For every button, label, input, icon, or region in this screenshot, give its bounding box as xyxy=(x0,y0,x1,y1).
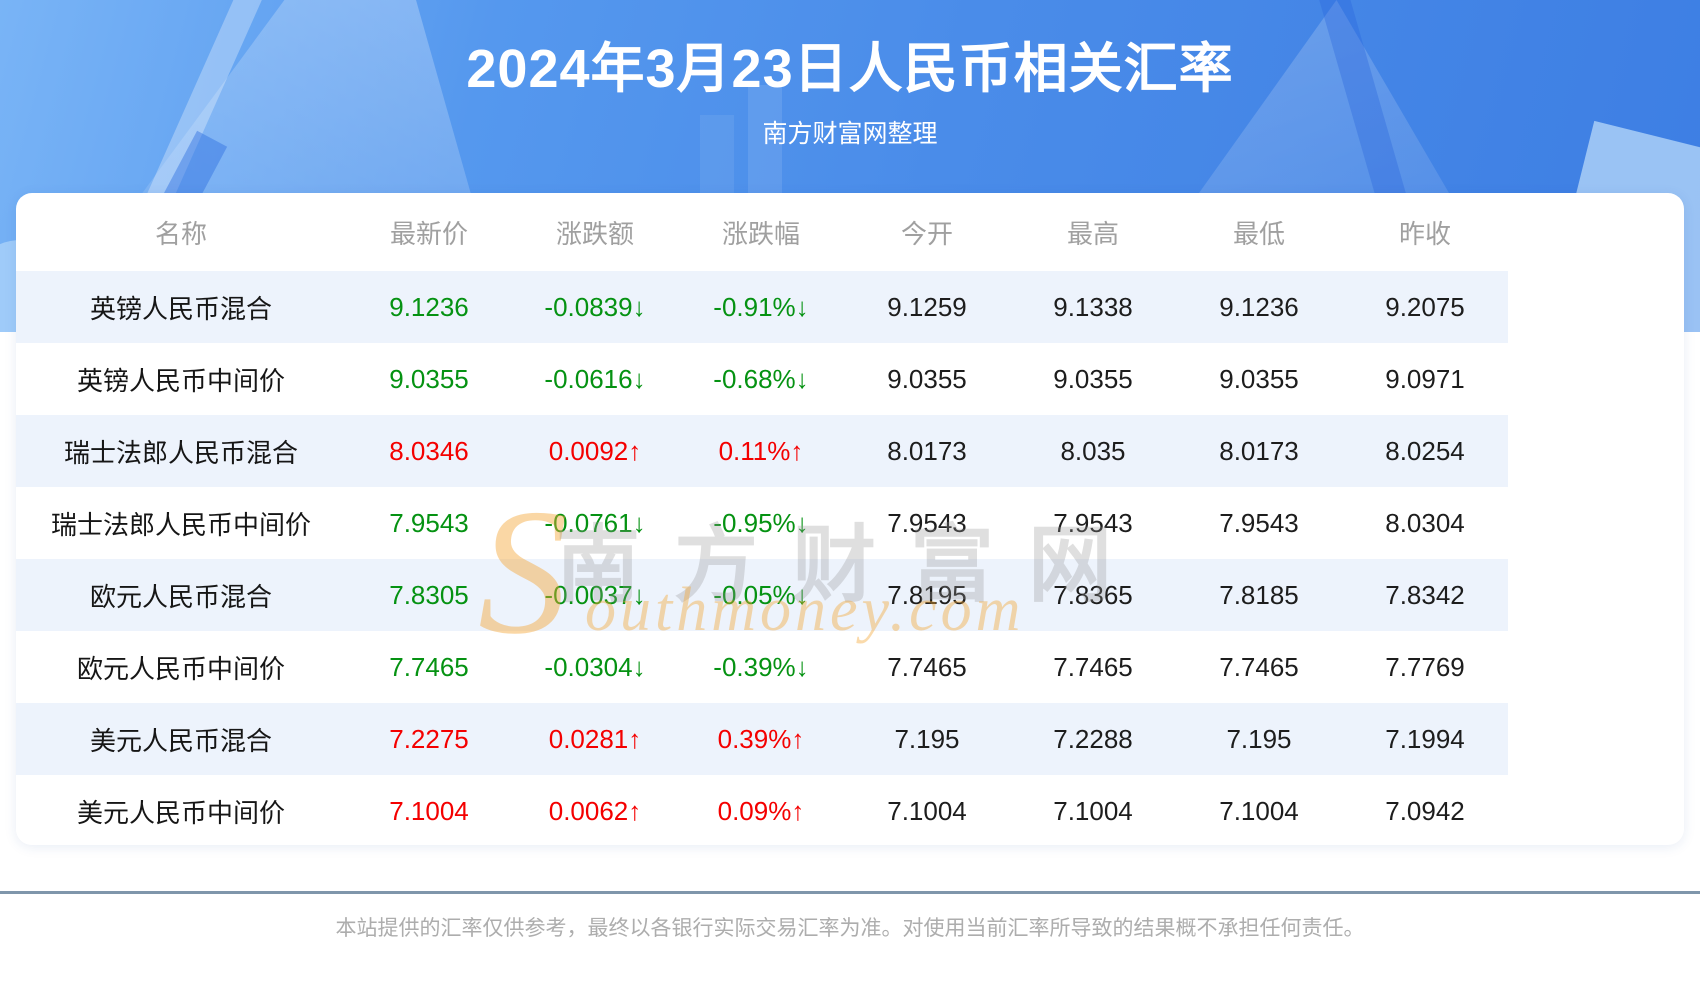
cell-low: 7.1004 xyxy=(1219,795,1299,826)
column-header: 涨跌幅 xyxy=(721,218,800,249)
table-row: 英镑人民币混合 9.1236 -0.0839↓ -0.91%↓ 9.1259 9… xyxy=(16,271,1508,343)
cell-change-amount: 0.0092↑ xyxy=(548,435,642,466)
cell-low: 9.0355 xyxy=(1219,363,1299,394)
page-title: 2024年3月23日人民币相关汇率 xyxy=(466,39,1234,99)
cell-high: 9.1338 xyxy=(1053,291,1133,322)
cell-change-amount: -0.0616↓ xyxy=(544,363,646,394)
cell-high: 9.0355 xyxy=(1053,363,1133,394)
page-subtitle: 南方财富网整理 xyxy=(762,120,938,148)
column-header: 涨跌额 xyxy=(555,218,634,249)
column-header: 最新价 xyxy=(389,218,468,249)
table-row: 瑞士法郎人民币中间价 7.9543 -0.0761↓ -0.95%↓ 7.954… xyxy=(16,487,1508,559)
cell-latest-price: 7.7465 xyxy=(389,651,469,682)
cell-currency-name: 英镑人民币中间价 xyxy=(76,365,285,396)
cell-low: 7.8185 xyxy=(1219,579,1299,610)
cell-currency-name: 欧元人民币混合 xyxy=(89,581,272,612)
column-header: 昨收 xyxy=(1398,218,1451,249)
cell-prev-close: 8.0254 xyxy=(1385,435,1465,466)
cell-low: 7.195 xyxy=(1226,723,1292,754)
footer-divider xyxy=(0,891,1700,894)
cell-change-amount: -0.0839↓ xyxy=(544,291,646,322)
cell-low: 7.7465 xyxy=(1219,651,1299,682)
table-row: 欧元人民币中间价 7.7465 -0.0304↓ -0.39%↓ 7.7465 … xyxy=(16,631,1508,703)
column-header: 最高 xyxy=(1066,218,1119,249)
table-row: 欧元人民币混合 7.8305 -0.0037↓ -0.05%↓ 7.8195 7… xyxy=(16,559,1508,631)
cell-prev-close: 7.8342 xyxy=(1385,579,1465,610)
rate-table-head-row: 名称 最新价 涨跌额 涨跌幅 今开 最高 最低 昨收 xyxy=(16,193,1508,271)
cell-open: 7.8195 xyxy=(887,579,967,610)
cell-open: 7.7465 xyxy=(887,651,967,682)
cell-low: 7.9543 xyxy=(1219,507,1299,538)
cell-high: 7.1004 xyxy=(1053,795,1133,826)
cell-change-percent: 0.39%↑ xyxy=(717,723,805,754)
cell-open: 9.0355 xyxy=(887,363,967,394)
cell-change-percent: 0.09%↑ xyxy=(717,795,805,826)
cell-change-percent: -0.68%↓ xyxy=(713,363,809,394)
cell-open: 7.9543 xyxy=(887,507,967,538)
cell-change-amount: -0.0037↓ xyxy=(544,579,646,610)
cell-prev-close: 7.1994 xyxy=(1385,723,1465,754)
cell-change-percent: -0.39%↓ xyxy=(713,651,809,682)
cell-prev-close: 9.2075 xyxy=(1385,291,1465,322)
cell-latest-price: 8.0346 xyxy=(389,435,469,466)
cell-latest-price: 7.2275 xyxy=(389,723,469,754)
cell-prev-close: 8.0304 xyxy=(1385,507,1465,538)
table-row: 美元人民币中间价 7.1004 0.0062↑ 0.09%↑ 7.1004 7.… xyxy=(16,775,1508,845)
cell-open: 9.1259 xyxy=(887,291,967,322)
cell-low: 8.0173 xyxy=(1219,435,1299,466)
cell-change-amount: 0.0062↑ xyxy=(548,795,642,826)
cell-change-percent: 0.11%↑ xyxy=(718,435,804,466)
cell-high: 7.9543 xyxy=(1053,507,1133,538)
cell-change-amount: -0.0761↓ xyxy=(544,507,646,538)
cell-currency-name: 英镑人民币混合 xyxy=(89,293,272,324)
cell-currency-name: 美元人民币混合 xyxy=(89,725,272,756)
cell-high: 7.8365 xyxy=(1053,579,1133,610)
cell-open: 8.0173 xyxy=(887,435,967,466)
cell-currency-name: 欧元人民币中间价 xyxy=(76,653,285,684)
rates-table: 名称 最新价 涨跌额 涨跌幅 今开 最高 最低 昨收 英镑人民币混合 9.1236 -0.08… xyxy=(16,193,1508,845)
cell-change-percent: -0.95%↓ xyxy=(713,507,809,538)
cell-latest-price: 9.0355 xyxy=(389,363,469,394)
cell-high: 7.7465 xyxy=(1053,651,1133,682)
cell-currency-name: 瑞士法郎人民币混合 xyxy=(63,437,298,468)
cell-prev-close: 7.7769 xyxy=(1385,651,1465,682)
cell-prev-close: 7.0942 xyxy=(1385,795,1465,826)
rates-card: 名称 最新价 涨跌额 涨跌幅 今开 最高 最低 昨收 英镑人民币混合 9.1236 -0.08… xyxy=(16,193,1684,845)
cell-open: 7.1004 xyxy=(887,795,967,826)
cell-open: 7.195 xyxy=(894,723,960,754)
cell-change-amount: 0.0281↑ xyxy=(548,723,642,754)
table-row: 瑞士法郎人民币混合 8.0346 0.0092↑ 0.11%↑ 8.0173 8… xyxy=(16,415,1508,487)
cell-change-percent: -0.05%↓ xyxy=(713,579,809,610)
cell-high: 8.035 xyxy=(1060,435,1126,466)
cell-prev-close: 9.0971 xyxy=(1385,363,1465,394)
table-row: 美元人民币混合 7.2275 0.0281↑ 0.39%↑ 7.195 7.22… xyxy=(16,703,1508,775)
cell-low: 9.1236 xyxy=(1219,291,1299,322)
column-header: 名称 xyxy=(154,218,207,249)
footer-disclaimer: 本站提供的汇率仅供参考，最终以各银行实际交易汇率为准。对使用当前汇率所导致的结果… xyxy=(335,917,1365,940)
cell-high: 7.2288 xyxy=(1053,723,1133,754)
cell-change-percent: -0.91%↓ xyxy=(713,291,809,322)
rate-table-body: 英镑人民币混合 9.1236 -0.0839↓ -0.91%↓ 9.1259 9… xyxy=(16,271,1508,845)
column-header: 最低 xyxy=(1232,218,1285,249)
cell-latest-price: 7.9543 xyxy=(389,507,469,538)
cell-latest-price: 9.1236 xyxy=(389,291,469,322)
cell-change-amount: -0.0304↓ xyxy=(544,651,646,682)
column-header: 今开 xyxy=(900,218,953,249)
cell-latest-price: 7.1004 xyxy=(389,795,469,826)
cell-currency-name: 瑞士法郎人民币中间价 xyxy=(50,509,311,540)
table-row: 英镑人民币中间价 9.0355 -0.0616↓ -0.68%↓ 9.0355 … xyxy=(16,343,1508,415)
cell-latest-price: 7.8305 xyxy=(389,579,469,610)
cell-currency-name: 美元人民币中间价 xyxy=(76,797,285,828)
